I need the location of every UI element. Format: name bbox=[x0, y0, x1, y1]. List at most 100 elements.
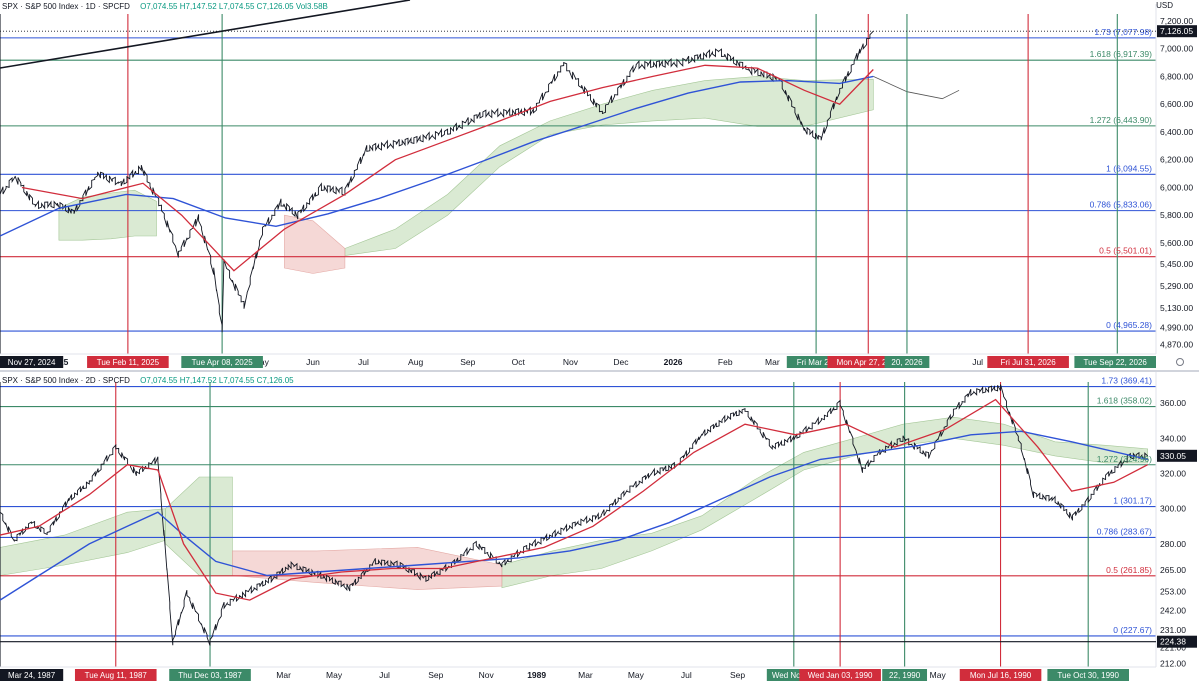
y-tick-label: 6,800.00 bbox=[1160, 71, 1193, 81]
y-tick-label: 280.00 bbox=[1160, 539, 1186, 549]
x-tick-label: 1989 bbox=[527, 670, 546, 680]
y-tick-label: 7,000.00 bbox=[1160, 44, 1193, 54]
last-price-badge bbox=[1157, 25, 1197, 38]
date-badge-label: Fri Jul 31, 2026 bbox=[1001, 358, 1057, 367]
date-badge-label: Wed Jan 03, 1990 bbox=[808, 671, 873, 680]
date-badge-label: Mon Apr 27, 2026 bbox=[837, 358, 901, 367]
future-cloud-line bbox=[873, 76, 960, 100]
date-badge bbox=[1047, 669, 1129, 681]
y-tick-label: 253.00 bbox=[1160, 586, 1186, 596]
y-tick-label: 212.00 bbox=[1160, 658, 1186, 668]
fib-level-label: 1.272 (324.96) bbox=[1097, 454, 1152, 464]
currency-label: USD bbox=[1156, 1, 1173, 10]
y-tick-label: 265.00 bbox=[1160, 565, 1186, 575]
x-tick-label: Nov bbox=[563, 357, 579, 367]
y-tick-label: 300.00 bbox=[1160, 504, 1186, 514]
fib-level-label: 1 (301.17) bbox=[1113, 496, 1152, 506]
fib-level-label: 0.5 (261.85) bbox=[1106, 565, 1152, 575]
fib-level-label: 0.786 (5,833.06) bbox=[1090, 200, 1153, 210]
date-badge-label: Thu Dec 03, 1987 bbox=[178, 671, 242, 680]
y-tick-label: 231.00 bbox=[1160, 625, 1186, 635]
y-tick-label: 6,200.00 bbox=[1160, 155, 1193, 165]
ema-blue-series bbox=[0, 430, 1148, 601]
date-badge-label: Tue Apr 08, 2025 bbox=[192, 358, 254, 367]
x-tick-label: Oct bbox=[512, 357, 526, 367]
date-badge-label: Mar 24, 1987 bbox=[8, 671, 56, 680]
trendline-drawing bbox=[0, 0, 411, 69]
x-tick-label: Aug bbox=[408, 357, 423, 367]
date-badge bbox=[87, 356, 169, 368]
ichimoku-cloud-green bbox=[0, 508, 166, 576]
top-symbol-label[interactable]: SPX · S&P 500 Index · 1D · SPCFD bbox=[2, 2, 130, 11]
date-badge-label: Tue Sep 22, 2026 bbox=[1084, 358, 1148, 367]
y-tick-label: 6,400.00 bbox=[1160, 127, 1193, 137]
fib-level-label: 1.272 (6,443.90) bbox=[1090, 115, 1153, 125]
date-badge bbox=[0, 669, 64, 681]
date-badge bbox=[959, 669, 1042, 681]
pane-separator[interactable] bbox=[0, 370, 1199, 372]
bottom-chart-pane[interactable]: 1.73 (369.41) 1.618 (358.02) 1.272 (324.96… bbox=[0, 372, 1199, 683]
y-tick-label: 5,450.00 bbox=[1160, 259, 1193, 269]
top-chart-pane[interactable]: 1.73 (7,077.98) 1.618 (6,917.39) 1.272 (6,… bbox=[0, 0, 1199, 370]
bottom-symbol-label[interactable]: SPX · S&P 500 Index · 2D · SPCFD bbox=[2, 376, 130, 385]
plot-area bbox=[0, 382, 1156, 667]
extra-price-label: 224.38 bbox=[1160, 637, 1186, 647]
x-tick-label: 2026 bbox=[664, 357, 683, 367]
fib-level-label: 1.618 (6,917.39) bbox=[1090, 49, 1153, 59]
fib-level-label: 0 (227.67) bbox=[1113, 625, 1152, 635]
x-tick-label: Nov bbox=[479, 670, 495, 680]
date-badge bbox=[1074, 356, 1156, 368]
plot-area bbox=[0, 14, 1156, 354]
date-badge bbox=[884, 356, 930, 368]
fib-level-label: 1.73 (7,077.98) bbox=[1094, 27, 1152, 37]
date-badge bbox=[181, 356, 263, 368]
fib-level-label: 0.786 (283.67) bbox=[1097, 526, 1152, 536]
x-tick-label: Feb bbox=[718, 357, 733, 367]
x-tick-label: Sep bbox=[428, 670, 443, 680]
bottom-chart-svg[interactable]: 1.73 (369.41) 1.618 (358.02) 1.272 (324.96… bbox=[0, 372, 1199, 683]
date-badge-label: Tue Aug 11, 1987 bbox=[85, 671, 148, 680]
y-tick-label: 340.00 bbox=[1160, 433, 1186, 443]
ichimoku-cloud-red bbox=[284, 214, 346, 274]
date-badge-label: 20, 2026 bbox=[891, 358, 923, 367]
ichimoku-cloud-green bbox=[501, 416, 1148, 589]
last-price-label: 7,126.05 bbox=[1160, 26, 1193, 36]
extra-price-badge bbox=[1157, 635, 1197, 648]
fib-level-label: 0 (4,965.28) bbox=[1106, 320, 1152, 330]
date-badge bbox=[0, 356, 64, 368]
price-series bbox=[0, 384, 1149, 646]
price-series bbox=[0, 30, 874, 333]
top-chart-svg[interactable]: 1.73 (7,077.98) 1.618 (6,917.39) 1.272 (6,… bbox=[0, 0, 1199, 370]
date-badge bbox=[169, 669, 251, 681]
x-tick-label: Dec bbox=[613, 357, 629, 367]
ema-red-series bbox=[21, 64, 874, 272]
ichimoku-cloud-green bbox=[165, 476, 233, 576]
fib-level-label: 1.73 (369.41) bbox=[1101, 376, 1152, 386]
y-tick-label: 5,290.00 bbox=[1160, 281, 1193, 291]
y-tick-label: 242.00 bbox=[1160, 606, 1186, 616]
date-badge bbox=[987, 356, 1069, 368]
date-badge-label: Tue Oct 30, 1990 bbox=[1057, 671, 1119, 680]
x-tick-label: May bbox=[628, 670, 645, 680]
date-badge bbox=[74, 669, 157, 681]
bottom-ohlc-values: O7,074.55 H7,147.52 L7,074.55 C7,126.05 bbox=[140, 376, 294, 385]
y-tick-label: 360.00 bbox=[1160, 398, 1186, 408]
last-price-label: 330.05 bbox=[1160, 451, 1186, 461]
settings-icon[interactable] bbox=[1176, 358, 1184, 366]
date-badge-label: Mon Jul 16, 1990 bbox=[970, 671, 1032, 680]
y-tick-label: 320.00 bbox=[1160, 468, 1186, 478]
date-badge bbox=[799, 669, 881, 681]
x-tick-label: Jun bbox=[306, 357, 320, 367]
x-tick-label: Jul bbox=[379, 670, 390, 680]
y-tick-label: 4,870.00 bbox=[1160, 339, 1193, 349]
date-badge-label: Tue Feb 11, 2025 bbox=[97, 358, 160, 367]
fib-level-label: 0.5 (5,501.01) bbox=[1099, 246, 1152, 256]
date-badge-label: Wed Nov 08 bbox=[772, 671, 816, 680]
x-tick-label: Jul bbox=[358, 357, 369, 367]
y-tick-label: 4,990.00 bbox=[1160, 323, 1193, 333]
date-badge-label: Fri Mar 27, bbox=[797, 358, 836, 367]
bottom-legend: SPX · S&P 500 Index · 2D · SPCFD O7,074.… bbox=[2, 376, 294, 385]
x-tick-label: Jul bbox=[972, 357, 983, 367]
x-tick-label: Jul bbox=[681, 670, 692, 680]
y-tick-label: 5,130.00 bbox=[1160, 303, 1193, 313]
